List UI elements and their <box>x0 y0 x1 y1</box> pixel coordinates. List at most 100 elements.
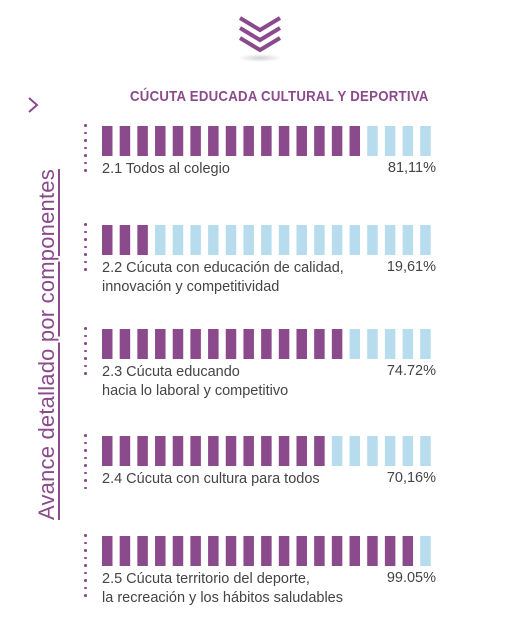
filled-bar <box>367 536 378 566</box>
filled-bar <box>243 436 254 466</box>
component-label: 2.4 Cúcuta con cultura para todos <box>102 470 320 489</box>
marker-dot <box>84 372 87 375</box>
filled-bar <box>137 436 148 466</box>
filled-bar <box>172 126 184 156</box>
marker-dot <box>84 268 87 271</box>
filled-bar <box>243 329 254 359</box>
marker-dot <box>84 139 87 142</box>
filled-bar <box>331 329 343 359</box>
marker-dot <box>84 253 87 256</box>
marker-dot <box>84 571 87 574</box>
dotted-marker <box>84 327 87 380</box>
marker-dot <box>84 364 87 367</box>
filled-bar <box>190 126 201 156</box>
marker-dot <box>84 238 87 241</box>
empty-bar <box>331 225 343 255</box>
empty-bar <box>243 225 254 255</box>
component-label-line: innovación y competitividad <box>102 279 280 295</box>
marker-dot <box>84 169 87 172</box>
empty-bar <box>349 436 361 466</box>
progress-bars <box>102 329 436 361</box>
filled-bar <box>137 126 148 156</box>
filled-bar <box>384 536 396 566</box>
value-label: 70,16% <box>386 470 436 486</box>
filled-bar <box>155 126 166 156</box>
empty-bar <box>420 436 431 466</box>
filled-bar <box>119 225 131 255</box>
progress-bars <box>102 225 436 257</box>
filled-bar <box>155 536 166 566</box>
filled-bar <box>243 536 254 566</box>
empty-bar <box>367 436 378 466</box>
chevron-down-icon <box>238 16 282 62</box>
empty-bar <box>420 225 431 255</box>
filled-bar <box>314 329 325 359</box>
progress-bars-svg <box>102 126 431 156</box>
empty-bar <box>367 225 378 255</box>
empty-bar <box>367 126 378 156</box>
dotted-marker <box>84 434 87 494</box>
filled-bar <box>261 329 272 359</box>
chart-title: CÚCUTA EDUCADA CULTURAL Y DEPORTIVA <box>130 88 429 105</box>
filled-bar <box>278 536 290 566</box>
filled-bar <box>119 126 131 156</box>
filled-bar <box>402 536 414 566</box>
progress-bars-svg <box>102 436 431 466</box>
filled-bar <box>261 126 272 156</box>
filled-bar <box>331 536 343 566</box>
dotted-marker <box>84 534 87 602</box>
value-label: 74.72% <box>386 363 436 379</box>
marker-dot <box>84 230 87 233</box>
filled-bar <box>314 436 325 466</box>
filled-bar <box>225 536 237 566</box>
empty-bar <box>314 225 325 255</box>
empty-bar <box>402 126 414 156</box>
filled-bar <box>102 329 113 359</box>
marker-dot <box>84 586 87 589</box>
filled-bar <box>296 329 307 359</box>
progress-bars <box>102 536 436 568</box>
empty-bar <box>296 225 307 255</box>
marker-dot <box>84 486 87 489</box>
empty-bar <box>384 436 396 466</box>
component-label-line: 2.2 Cúcuta con educación de calidad, <box>102 260 344 276</box>
component-label: 2.1 Todos al colegio <box>102 160 230 179</box>
empty-bar <box>384 126 396 156</box>
filled-bar <box>349 126 361 156</box>
marker-dot <box>84 556 87 559</box>
marker-dot <box>84 441 87 444</box>
filled-bar <box>119 329 131 359</box>
empty-bar <box>384 329 396 359</box>
component-label: 2.2 Cúcuta con educación de calidad, inno… <box>102 259 344 297</box>
empty-bar <box>420 126 431 156</box>
empty-bar <box>384 225 396 255</box>
marker-dot <box>84 594 87 597</box>
filled-bar <box>225 329 237 359</box>
component-label-line: 2.4 Cúcuta con cultura para todos <box>102 471 320 487</box>
filled-bar <box>261 436 272 466</box>
side-title: Avance detallado por componentes <box>34 169 60 520</box>
component-label: 2.5 Cúcuta territorio del deporte, la rec… <box>102 570 343 608</box>
filled-bar <box>172 329 184 359</box>
filled-bar <box>314 536 325 566</box>
marker-dot <box>84 146 87 149</box>
dotted-marker <box>84 124 87 177</box>
empty-bar <box>367 329 378 359</box>
dotted-marker <box>84 223 87 276</box>
filled-bar <box>155 436 166 466</box>
filled-bar <box>119 536 131 566</box>
filled-bar <box>314 126 325 156</box>
marker-dot <box>84 479 87 482</box>
filled-bar <box>119 436 131 466</box>
marker-dot <box>84 434 87 437</box>
filled-bar <box>296 126 307 156</box>
filled-bar <box>172 436 184 466</box>
filled-bar <box>190 536 201 566</box>
marker-dot <box>84 541 87 544</box>
filled-bar <box>190 436 201 466</box>
filled-bar <box>208 126 219 156</box>
empty-bar <box>172 225 184 255</box>
filled-bar <box>102 436 113 466</box>
marker-dot <box>84 245 87 248</box>
chevron-right-icon <box>28 97 39 113</box>
